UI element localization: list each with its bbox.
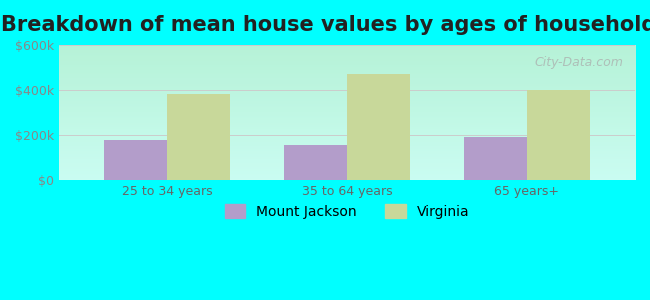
Bar: [284, 145, 347, 180]
Bar: [347, 74, 410, 180]
Text: City-Data.com: City-Data.com: [534, 56, 623, 69]
Legend: Mount Jackson, Virginia: Mount Jackson, Virginia: [219, 199, 475, 225]
Bar: [527, 90, 590, 180]
Bar: [464, 137, 527, 180]
Bar: [104, 140, 167, 180]
Bar: [167, 94, 230, 180]
Title: Breakdown of mean house values by ages of householders: Breakdown of mean house values by ages o…: [1, 15, 650, 35]
